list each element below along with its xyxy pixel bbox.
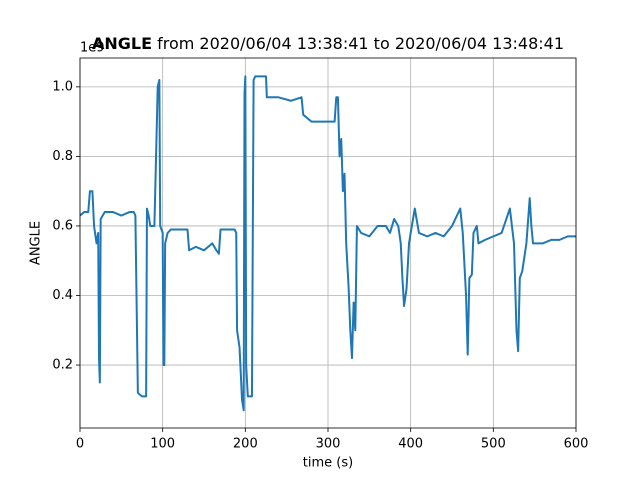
chart-title-bold: ANGLE	[92, 34, 152, 53]
x-tick-label: 500	[481, 437, 506, 452]
x-axis-label: time (s)	[303, 456, 353, 471]
chart-title: from 2020/06/04 13:38:41 to 2020/06/04 1…	[157, 34, 564, 53]
x-tick-label: 0	[76, 437, 84, 452]
y-tick-label: 0.4	[52, 288, 73, 303]
x-tick-label: 100	[150, 437, 175, 452]
plot-frame	[79, 57, 577, 429]
x-tick-label: 300	[316, 437, 341, 452]
x-tick-label: 600	[564, 437, 589, 452]
y-offset-label: 1e9	[80, 41, 105, 56]
data-line	[79, 75, 576, 412]
y-axis-label: ANGLE	[29, 221, 44, 265]
y-tick-label: 1.0	[52, 79, 73, 94]
x-tick-label: 200	[233, 437, 258, 452]
y-tick-label: 0.2	[52, 358, 73, 373]
chart-title-group: ANGLE from 2020/06/04 13:38:41 to 2020/0…	[92, 34, 564, 53]
x-tick-label: 400	[398, 437, 423, 452]
y-tick-label: 0.6	[52, 218, 73, 233]
y-tick-label: 0.8	[52, 149, 73, 164]
